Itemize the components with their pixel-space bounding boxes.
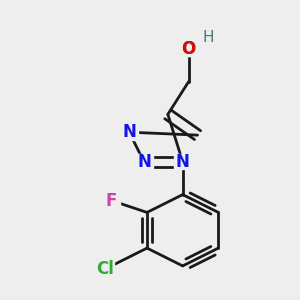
Text: Cl: Cl — [97, 260, 114, 278]
Bar — [135, 154, 153, 169]
Text: O: O — [182, 40, 196, 58]
Bar — [102, 193, 120, 208]
Text: O: O — [182, 40, 196, 58]
Bar — [120, 125, 138, 140]
Bar — [97, 262, 114, 276]
Bar — [180, 41, 198, 56]
Bar — [202, 31, 214, 43]
Text: N: N — [122, 123, 136, 141]
Text: N: N — [176, 153, 190, 171]
Text: H: H — [202, 30, 214, 45]
Bar — [181, 42, 197, 56]
Text: N: N — [137, 153, 151, 171]
Text: F: F — [106, 191, 117, 209]
Bar — [174, 154, 192, 169]
